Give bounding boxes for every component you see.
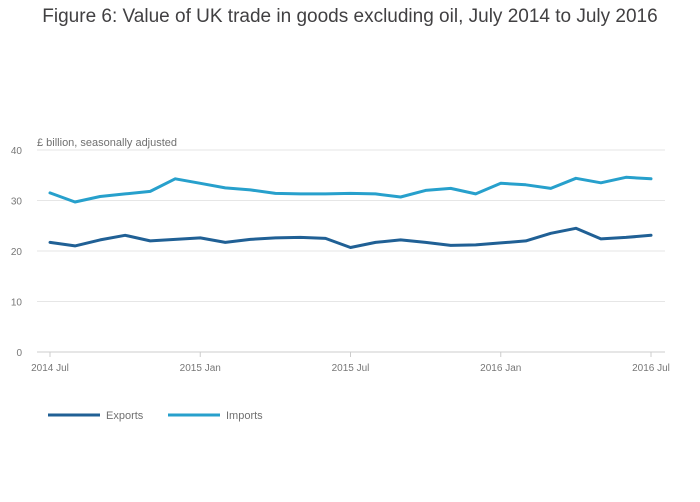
y-tick-label: 30: [11, 197, 23, 208]
series-line-imports: [48, 175, 653, 204]
x-tick-label: 2015 Jul: [332, 363, 370, 374]
gridlines: [37, 149, 665, 302]
legend-label-exports: Exports: [106, 410, 144, 422]
x-tick-label: 2016 Jul: [632, 363, 670, 374]
x-tick-label: 2016 Jan: [480, 363, 521, 374]
series-line-exports: [48, 226, 653, 249]
legend: Exports Imports: [48, 410, 263, 422]
y-tick-label: 40: [11, 146, 23, 157]
y-axis-label: £ billion, seasonally adjusted: [37, 137, 177, 149]
y-tick-label: 20: [11, 247, 23, 258]
x-axis: 2014 Jul 2015 Jan 2015 Jul 2016 Jan 2016 Jul: [31, 351, 670, 374]
chart-title: Figure 6: Value of UK trade in goods exc…: [42, 6, 658, 27]
y-tick-label: 0: [16, 348, 22, 359]
series-lines: [48, 175, 653, 249]
x-tick-label: 2015 Jan: [180, 363, 221, 374]
y-tick-label: 10: [11, 298, 23, 309]
y-axis-ticks: 0 10 20 30 40: [11, 146, 23, 359]
x-tick-label: 2014 Jul: [31, 363, 69, 374]
legend-label-imports: Imports: [226, 410, 263, 422]
